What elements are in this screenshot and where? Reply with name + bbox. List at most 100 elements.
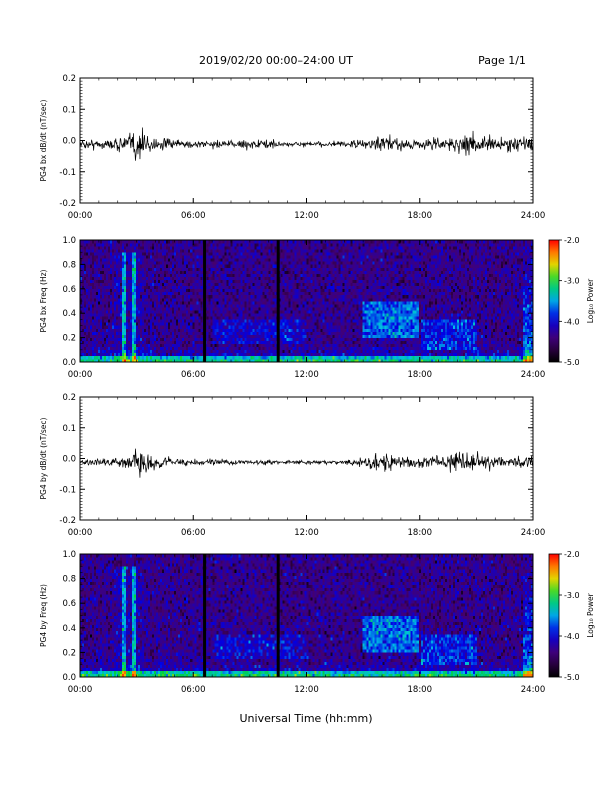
spectrogram-cell [134,267,136,270]
spectrogram-cell [126,280,128,283]
spectrogram-cell [224,255,226,258]
spectrogram-cell [104,274,106,277]
spectrogram-cell [108,356,110,359]
spectrogram-cell [114,289,116,292]
spectrogram-cell [282,249,284,252]
spectrogram-cell [174,356,176,359]
spectrogram-cell [132,353,134,356]
spectrogram-cell [180,298,182,301]
spectrogram-cell [206,292,208,295]
spectrogram-cell [126,289,128,292]
spectrogram-cell [315,307,317,310]
spectrogram-cell [256,283,258,286]
spectrogram-cell [315,289,317,292]
spectrogram-cell [298,252,300,255]
spectrogram-cell [140,353,142,356]
spectrogram-cell [226,280,228,283]
spectrogram-cell [206,249,208,252]
spectrogram-cell [116,246,118,249]
spectrogram-cell [220,298,222,301]
spectrogram-cell [86,335,88,338]
spectrogram-cell [230,347,232,350]
spectrogram-cell [188,295,190,298]
spectrogram-cell [232,255,234,258]
spectrogram-cell [190,252,192,255]
spectrogram-cell [106,295,108,298]
spectrogram-cell [126,328,128,331]
spectrogram-cell [88,271,90,274]
spectrogram-cell [172,341,174,344]
spectrogram-cell [236,246,238,249]
spectrogram-cell [200,301,202,304]
spectrogram-cell [246,246,248,249]
spectrogram-cell [182,301,184,304]
spectrogram-cell [152,307,154,310]
spectrogram-cell [218,246,220,249]
spectrogram-cell [292,325,294,328]
spectrogram-cell [238,255,240,258]
spectrogram-cell [182,243,184,246]
spectrogram-cell [186,313,188,316]
spectrogram-cell [140,344,142,347]
spectrogram-cell [290,344,292,347]
spectrogram-cell [176,310,178,313]
spectrogram-cell [274,283,276,286]
spectrogram-cell [94,347,96,350]
spectrogram-cell [246,313,248,316]
spectrogram-cell [156,277,158,280]
spectrogram-cell [300,289,302,292]
spectrogram-cell [200,292,202,295]
spectrogram-cell [244,264,246,267]
spectrogram-cell [112,243,114,246]
spectrogram-cell [150,280,152,283]
spectrogram-cell [232,295,234,298]
spectrogram-cell [210,325,212,328]
spectrogram-cell [114,332,116,335]
spectrogram-cell [106,277,108,280]
spectrogram-cell [188,319,190,322]
spectrogram-cell [298,243,300,246]
spectrogram-cell [174,328,176,331]
spectrogram-cell [288,246,290,249]
spectrogram-cell [140,295,142,298]
spectrogram-cell [240,255,242,258]
spectrogram-cell [124,292,126,295]
spectrogram-cell [108,338,110,341]
spectrogram-cell [194,295,196,298]
spectrogram-cell [130,353,132,356]
spectrogram-cell [236,286,238,289]
spectrogram-cell [288,353,290,356]
spectrogram-cell [224,347,226,350]
spectrogram-cell [230,344,232,347]
spectrogram-cell [84,307,86,310]
spectrogram-cell [214,261,216,264]
spectrogram-cell [218,301,220,304]
spectrogram-cell [152,295,154,298]
spectrogram-cell [182,286,184,289]
spectrogram-cell [212,356,214,359]
spectrogram-cell [146,341,148,344]
spectrogram-cell [311,286,313,289]
spectrogram-cell [142,255,144,258]
spectrogram-cell [88,322,90,325]
spectrogram-cell [286,307,288,310]
spectrogram-cell [162,353,164,356]
spectrogram-cell [96,289,98,292]
spectrogram-cell [82,271,84,274]
spectrogram-cell [254,322,256,325]
spectrogram-cell [284,332,286,335]
spectrogram-cell [234,295,236,298]
spectrogram-cell [120,353,122,356]
spectrogram-cell [294,246,296,249]
spectrogram-cell [178,261,180,264]
spectrogram-cell [198,264,200,267]
spectrogram-cell [317,328,319,331]
spectrogram-cell [252,258,254,261]
spectrogram-cell [258,280,260,283]
spectrogram-cell [319,258,321,261]
spectrogram-cell [232,350,234,353]
spectrogram-cell [184,249,186,252]
spectrogram-cell [140,246,142,249]
spectrogram-cell [152,286,154,289]
spectrogram-cell [236,295,238,298]
